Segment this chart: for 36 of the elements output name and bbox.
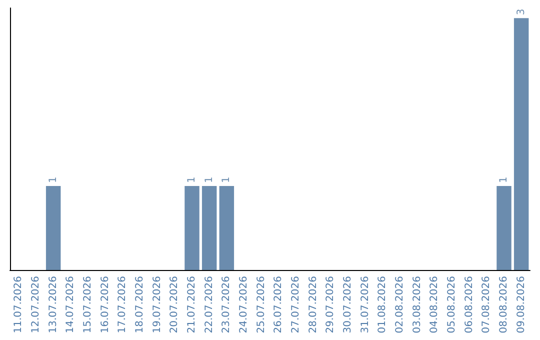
x-tick-label: 25.07.2026 [256,276,267,334]
x-tick-label: 11.07.2026 [13,276,24,334]
x-tick-label: 08.08.2026 [498,276,510,334]
x-tick-label: 29.07.2026 [325,276,336,334]
x-tick-label: 04.08.2026 [429,276,440,334]
x-tick-label: 16.07.2026 [100,276,111,334]
x-tick-label: 09.08.2026 [516,276,527,334]
x-tick-label: 18.07.2026 [134,276,146,334]
x-tick-label: 24.07.2026 [238,276,250,334]
x-tick-label: 12.07.2026 [30,276,42,334]
x-tick-label: 07.08.2026 [481,276,492,334]
data-label: 3 [516,8,527,16]
data-label: 1 [186,176,198,184]
x-tick-label: 27.07.2026 [290,276,302,334]
x-tick-label: 28.07.2026 [308,276,319,334]
x-tick-label: 22.07.2026 [204,276,215,334]
x-tick-label: 21.07.2026 [186,276,198,334]
data-label: 1 [221,176,232,184]
x-tick-label: 19.07.2026 [152,276,163,334]
x-tick-label: 23.07.2026 [221,276,232,334]
x-tick-label: 17.07.2026 [117,276,128,334]
data-label: 1 [48,176,59,184]
x-tick-label: 13.07.2026 [48,276,59,334]
data-label: 1 [204,176,215,184]
x-tick-label: 05.08.2026 [446,276,458,334]
x-tick-label: 30.07.2026 [342,276,354,334]
x-tick-label: 20.07.2026 [169,276,180,334]
x-tick-label: 14.07.2026 [65,276,76,334]
data-label: 1 [498,176,510,184]
x-tick-label: 26.07.2026 [273,276,284,334]
x-tick-label: 03.08.2026 [412,276,423,334]
x-tick-label: 31.07.2026 [360,276,371,334]
x-tick-label: 06.08.2026 [464,276,475,334]
x-tick-label: 15.07.2026 [82,276,94,334]
x-tick-label: 02.08.2026 [394,276,406,334]
x-tick-label: 01.08.2026 [377,276,388,334]
